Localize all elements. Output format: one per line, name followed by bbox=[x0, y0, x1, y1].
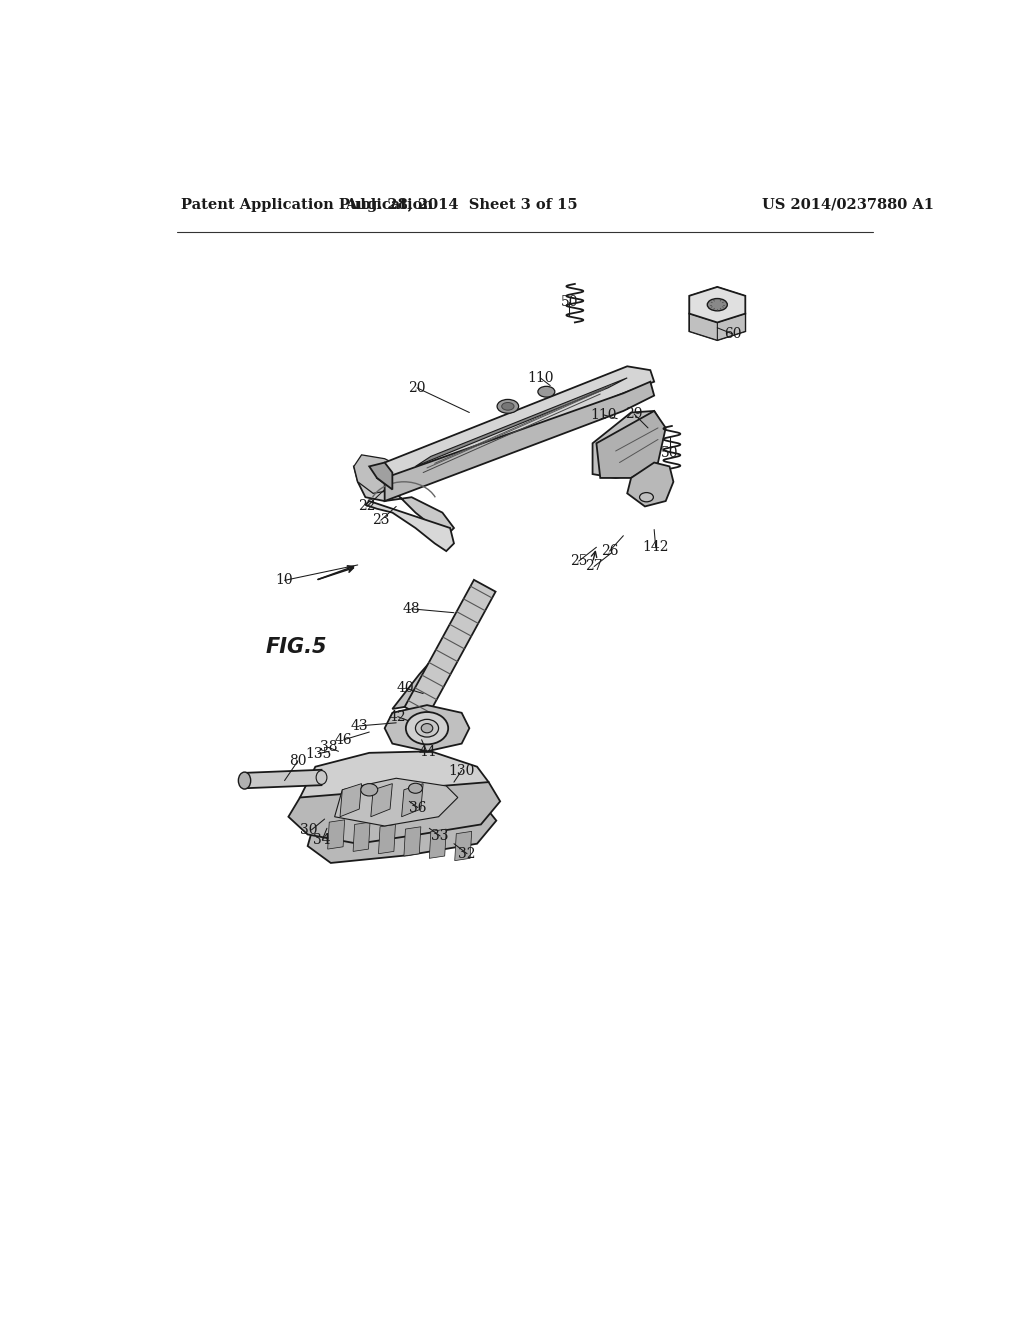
Text: 29: 29 bbox=[626, 407, 643, 421]
Text: 40: 40 bbox=[396, 681, 415, 696]
Polygon shape bbox=[379, 825, 395, 854]
Text: 25: 25 bbox=[570, 554, 588, 568]
Polygon shape bbox=[392, 644, 454, 709]
Polygon shape bbox=[401, 784, 423, 817]
Text: 42: 42 bbox=[389, 710, 407, 723]
Text: 130: 130 bbox=[449, 763, 475, 777]
Polygon shape bbox=[371, 784, 392, 817]
Polygon shape bbox=[628, 462, 674, 507]
Text: 135: 135 bbox=[305, 747, 332, 760]
Polygon shape bbox=[353, 822, 370, 851]
Polygon shape bbox=[328, 820, 345, 849]
Text: 38: 38 bbox=[319, 741, 337, 755]
Ellipse shape bbox=[502, 403, 514, 411]
Polygon shape bbox=[354, 455, 408, 494]
Polygon shape bbox=[717, 286, 745, 314]
Text: 27: 27 bbox=[586, 560, 603, 573]
Polygon shape bbox=[429, 829, 446, 858]
Ellipse shape bbox=[316, 771, 327, 784]
Polygon shape bbox=[307, 801, 497, 863]
Polygon shape bbox=[404, 579, 496, 718]
Ellipse shape bbox=[416, 719, 438, 737]
Text: 44: 44 bbox=[418, 744, 436, 759]
Text: 50: 50 bbox=[660, 446, 678, 459]
Polygon shape bbox=[370, 462, 392, 490]
Ellipse shape bbox=[406, 711, 449, 744]
Text: 110: 110 bbox=[527, 371, 553, 385]
Text: US 2014/0237880 A1: US 2014/0237880 A1 bbox=[762, 198, 934, 211]
Text: 110: 110 bbox=[590, 408, 616, 422]
Text: 32: 32 bbox=[459, 846, 476, 861]
Text: Patent Application Publication: Patent Application Publication bbox=[180, 198, 432, 211]
Polygon shape bbox=[596, 411, 666, 478]
Ellipse shape bbox=[497, 400, 518, 413]
Text: 60: 60 bbox=[724, 327, 741, 341]
Text: FIG.5: FIG.5 bbox=[265, 638, 327, 657]
Ellipse shape bbox=[640, 492, 653, 502]
Text: 23: 23 bbox=[372, 513, 389, 527]
Polygon shape bbox=[416, 378, 628, 466]
Polygon shape bbox=[689, 314, 717, 341]
Text: 36: 36 bbox=[409, 800, 427, 814]
Text: 46: 46 bbox=[335, 733, 352, 747]
Text: 26: 26 bbox=[601, 544, 618, 558]
Ellipse shape bbox=[538, 387, 555, 397]
Ellipse shape bbox=[421, 723, 433, 733]
Polygon shape bbox=[403, 826, 421, 855]
Polygon shape bbox=[689, 286, 745, 322]
Polygon shape bbox=[377, 367, 654, 490]
Text: 10: 10 bbox=[275, 573, 293, 587]
Polygon shape bbox=[455, 832, 472, 861]
Ellipse shape bbox=[708, 298, 727, 312]
Polygon shape bbox=[385, 381, 654, 502]
Ellipse shape bbox=[239, 772, 251, 789]
Text: Aug. 28, 2014  Sheet 3 of 15: Aug. 28, 2014 Sheet 3 of 15 bbox=[345, 198, 578, 211]
Polygon shape bbox=[335, 779, 458, 826]
Ellipse shape bbox=[360, 784, 378, 796]
Text: 142: 142 bbox=[642, 540, 669, 554]
Polygon shape bbox=[385, 705, 469, 751]
Polygon shape bbox=[717, 314, 745, 341]
Polygon shape bbox=[593, 411, 662, 478]
Polygon shape bbox=[354, 462, 454, 536]
Text: 48: 48 bbox=[402, 602, 421, 616]
Text: 34: 34 bbox=[313, 833, 331, 847]
Text: 80: 80 bbox=[289, 754, 306, 768]
Text: 30: 30 bbox=[300, 822, 317, 837]
Polygon shape bbox=[340, 784, 361, 817]
Polygon shape bbox=[245, 770, 322, 788]
Polygon shape bbox=[300, 751, 488, 813]
Text: 33: 33 bbox=[431, 829, 449, 843]
Polygon shape bbox=[366, 502, 454, 552]
Text: 22: 22 bbox=[358, 499, 376, 513]
Text: 43: 43 bbox=[350, 719, 368, 733]
Ellipse shape bbox=[409, 783, 422, 793]
Text: 50: 50 bbox=[561, 296, 579, 309]
Polygon shape bbox=[689, 286, 717, 314]
Polygon shape bbox=[289, 781, 500, 843]
Text: 20: 20 bbox=[409, 381, 426, 395]
Polygon shape bbox=[689, 305, 745, 341]
